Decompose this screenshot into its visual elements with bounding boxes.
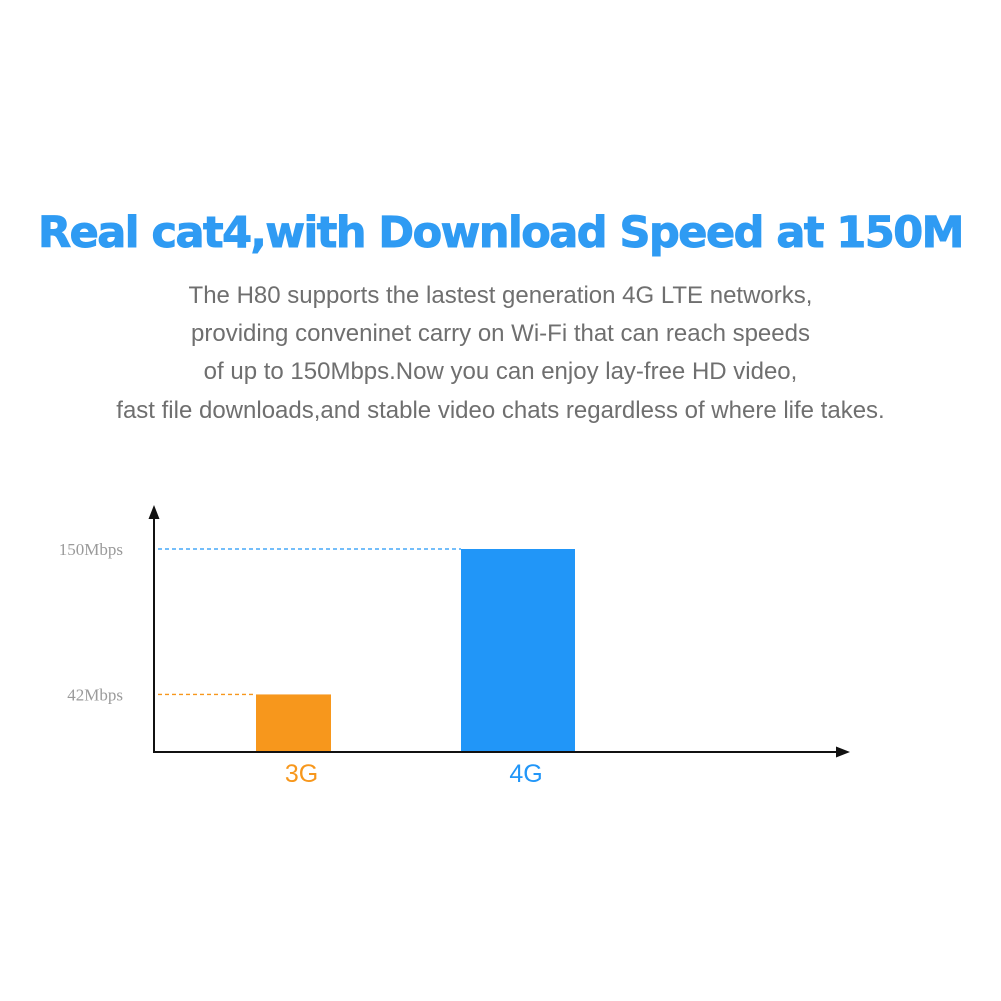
axes (148, 505, 850, 758)
chart-layer: 42Mbps 3G 150Mbps 4G (59, 540, 575, 788)
value-label-3g: 42Mbps (67, 685, 123, 704)
y-axis-arrow (148, 505, 160, 519)
category-label-4g: 4G (509, 760, 542, 788)
x-axis-arrow (836, 746, 850, 758)
description-line-3: of up to 150Mbps.Now you can enjoy lay-f… (203, 358, 798, 385)
description-line-4: fast file downloads,and stable video cha… (116, 397, 885, 424)
bar-4g (461, 549, 575, 751)
description-line-2: providing conveninet carry on Wi-Fi that… (191, 320, 810, 347)
description-line-1: The H80 supports the lastest generation … (188, 282, 813, 309)
value-label-4g: 150Mbps (59, 540, 123, 559)
category-label-3g: 3G (285, 760, 318, 788)
bar-3g (256, 694, 331, 751)
headline: Real cat4,with Download Speed at 150M (38, 208, 965, 259)
